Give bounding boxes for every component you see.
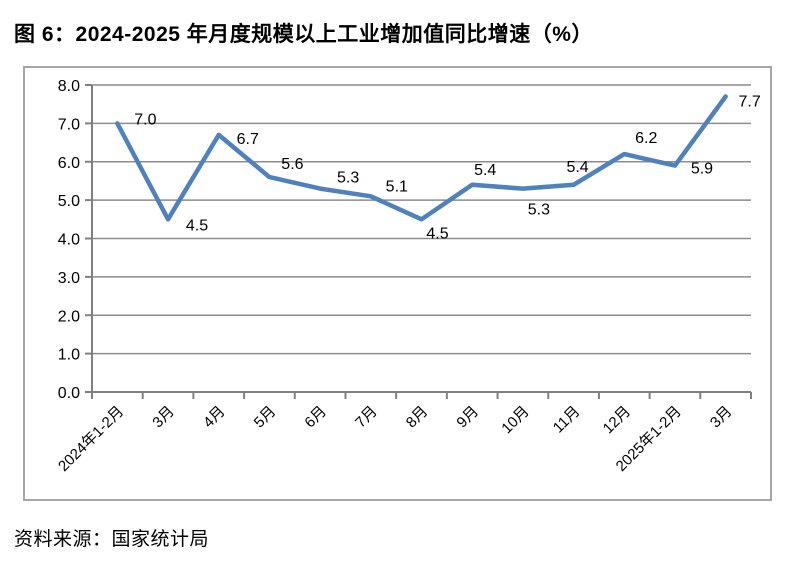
y-axis-tick-label: 6.0 <box>58 155 80 172</box>
data-label: 5.3 <box>528 202 550 219</box>
plot-border <box>23 66 772 501</box>
data-label: 7.0 <box>134 111 156 128</box>
series-line <box>115 94 728 222</box>
source-note: 资料来源：国家统计局 <box>14 529 210 550</box>
data-label: 6.7 <box>237 131 259 148</box>
data-label: 4.5 <box>426 225 448 242</box>
data-label: 5.3 <box>337 170 359 187</box>
data-label: 5.4 <box>566 159 588 176</box>
data-label: 4.5 <box>186 217 208 234</box>
y-axis-tick-label: 2.0 <box>58 308 80 325</box>
y-axis-tick-label: 4.0 <box>58 232 80 249</box>
data-label: 5.9 <box>691 161 713 178</box>
y-axis-tick-label: 5.0 <box>58 193 80 210</box>
y-axis-tick-label: 7.0 <box>58 116 80 133</box>
data-label: 5.6 <box>281 156 303 173</box>
data-label: 5.1 <box>386 178 408 195</box>
data-label: 7.7 <box>739 94 761 111</box>
data-label: 5.4 <box>474 162 496 179</box>
data-label: 6.2 <box>635 130 657 147</box>
y-axis-tick-label: 0.0 <box>58 385 80 402</box>
y-axis-tick-label: 8.0 <box>58 78 80 95</box>
figure-title: 图 6：2024-2025 年月度规模以上工业增加值同比增速（%） <box>14 23 593 46</box>
y-axis-tick-label: 1.0 <box>58 347 80 364</box>
y-axis-tick-label: 3.0 <box>58 270 80 287</box>
